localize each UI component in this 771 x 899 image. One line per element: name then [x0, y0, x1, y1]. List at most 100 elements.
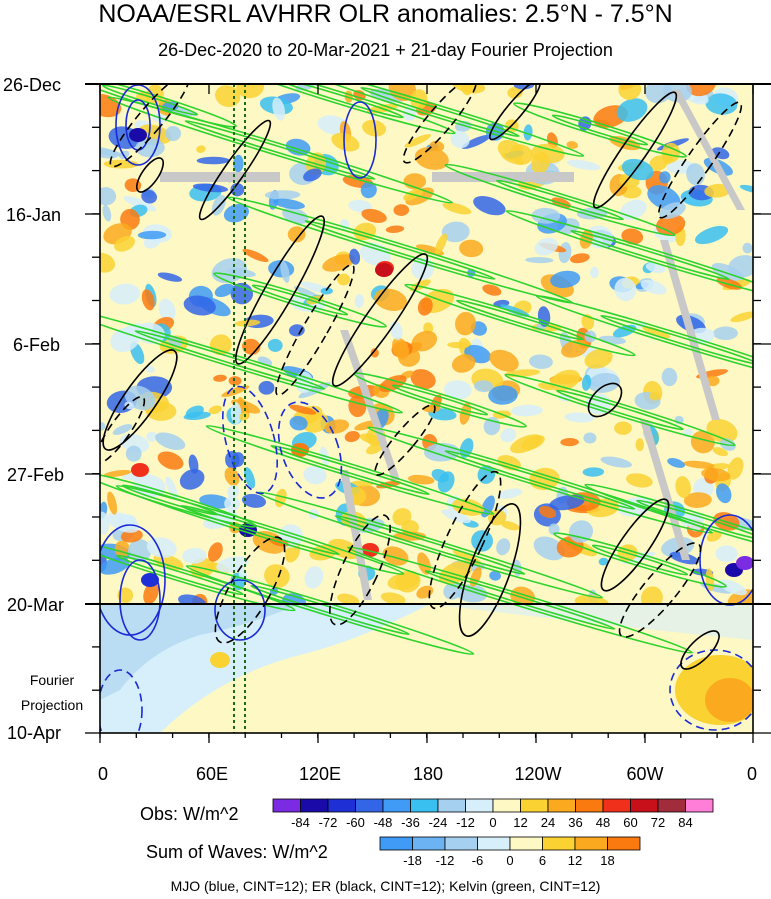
waves-colorbar-title: Sum of Waves: W/m^2: [146, 842, 328, 862]
y-tick-label: 27-Feb: [7, 465, 64, 485]
colorbar-tick-label: -12: [436, 853, 455, 868]
er-contour: [587, 382, 623, 418]
colorbar-swatch: [272, 798, 301, 813]
mjo-contour: [214, 579, 266, 641]
er-contour: [428, 470, 502, 610]
kelvin-contour: [535, 294, 753, 386]
colorbar-tick-label: -36: [401, 815, 420, 830]
er-contour: [374, 404, 436, 476]
y-tick-label: 10-Apr: [7, 723, 61, 743]
colorbar-tick-label: 12: [568, 853, 582, 868]
colorbar-tick-label: -24: [429, 815, 448, 830]
er-contour: [592, 91, 678, 209]
colorbar-tick-label: -72: [319, 815, 338, 830]
colorbar-tick-label: -6: [472, 853, 484, 868]
colorbar-tick-label: 84: [678, 815, 692, 830]
projection-field: [100, 604, 753, 733]
kelvin-contour: [444, 163, 676, 237]
mjo-contour: [277, 401, 343, 499]
colorbar-tick-label: 12: [513, 815, 527, 830]
er-contour: [109, 84, 191, 168]
colorbar-tick-label: 24: [541, 815, 555, 830]
er-contour: [657, 101, 743, 219]
colorbar-swatch: [382, 798, 411, 813]
colorbar-swatch: [379, 836, 413, 851]
chart-title: NOAA/ESRL AVHRR OLR anomalies: 2.5°N - 7…: [98, 0, 673, 28]
colorbar-swatch: [520, 798, 549, 813]
y-axis: 26-Dec 16-Jan 6-Feb 27-Feb 20-Mar 10-Apr: [3, 75, 64, 743]
colorbar-swatch: [542, 836, 576, 851]
colorbar-tick-label: 0: [506, 853, 513, 868]
colorbar-swatch: [300, 798, 329, 813]
kelvin-contour: [347, 546, 693, 654]
colorbar-tick-label: 60: [623, 815, 637, 830]
colorbar-swatch: [630, 798, 659, 813]
kelvin-contour: [513, 102, 687, 158]
x-tick-label: 180: [413, 764, 443, 784]
er-contour: [489, 84, 541, 141]
kelvin-contour: [224, 84, 456, 135]
kelvin-contour: [213, 272, 387, 328]
x-tick-label: 0: [98, 764, 108, 784]
colorbar-swatch: [444, 836, 478, 851]
y-tick-label: 26-Dec: [3, 75, 61, 95]
er-contour: [680, 630, 720, 670]
colorbar-tick-label: -18: [403, 853, 422, 868]
y-tick-label: 20-Mar: [7, 595, 64, 615]
mjo-contour: [221, 385, 279, 495]
x-tick-label: 60E: [196, 764, 228, 784]
colorbar-swatch: [685, 798, 714, 813]
colorbar-swatch: [607, 836, 641, 851]
colorbar-tick-label: -84: [291, 815, 310, 830]
kelvin-contour: [205, 424, 495, 516]
colorbar-tick-label: 6: [539, 853, 546, 868]
er-contour: [102, 349, 178, 451]
colorbar-swatch: [509, 836, 543, 851]
er-contours: [100, 84, 743, 670]
er-contour: [329, 514, 391, 626]
kelvin-contour: [584, 483, 753, 557]
colorbar-tick-label: 72: [651, 815, 665, 830]
mjo-contour: [669, 649, 753, 731]
obs-colorbar-title: Obs: W/m^2: [140, 804, 239, 824]
colorbar-swatch: [492, 798, 521, 813]
x-tick-label: 60W: [626, 764, 663, 784]
colorbar-tick-label: 18: [600, 853, 614, 868]
x-tick-label: 120E: [299, 764, 341, 784]
er-contour: [458, 503, 522, 637]
er-contour: [618, 542, 702, 638]
er-contour: [135, 157, 165, 193]
obs-colorbar: -84 -72 -60 -48 -36 -24 -12 0 12 24 36 48 60 72 84: [272, 798, 714, 830]
mjo-contour: [343, 101, 377, 179]
kelvin-contour: [107, 96, 453, 204]
waves-colorbar: -18 -12 -6 0 6 12 18: [379, 836, 641, 868]
kelvin-contour: [295, 84, 585, 158]
kelvin-contour: [505, 209, 753, 301]
colorbar-swatch: [355, 798, 384, 813]
colorbar-tick-label: 0: [489, 815, 496, 830]
er-contour: [331, 253, 429, 387]
colorbar-tick-label: 36: [568, 815, 582, 830]
kelvin-contour: [100, 306, 403, 414]
mjo-contour: [100, 669, 143, 733]
kelvin-contour: [115, 484, 405, 576]
colorbar-tick-label: 48: [596, 815, 610, 830]
overlay-legend-note: MJO (blue, CINT=12); ER (black, CINT=12)…: [170, 878, 601, 894]
colorbar-swatch: [575, 798, 604, 813]
er-contour: [600, 498, 670, 592]
er-contour: [275, 263, 355, 397]
kelvin-contour: [404, 283, 636, 357]
y-tick-label: 16-Jan: [6, 205, 61, 225]
colorbar-swatch: [437, 798, 466, 813]
colorbar-swatch: [465, 798, 494, 813]
colorbar-tick-label: -12: [456, 815, 475, 830]
colorbar-swatch: [410, 798, 439, 813]
x-tick-label: 120W: [514, 764, 561, 784]
projection-label-line1: Fourier: [30, 672, 75, 688]
colorbar-swatch: [574, 836, 608, 851]
er-contour: [100, 395, 146, 465]
y-tick-label: 6-Feb: [13, 335, 60, 355]
colorbar-swatch: [547, 798, 576, 813]
obs-field: [100, 84, 753, 604]
